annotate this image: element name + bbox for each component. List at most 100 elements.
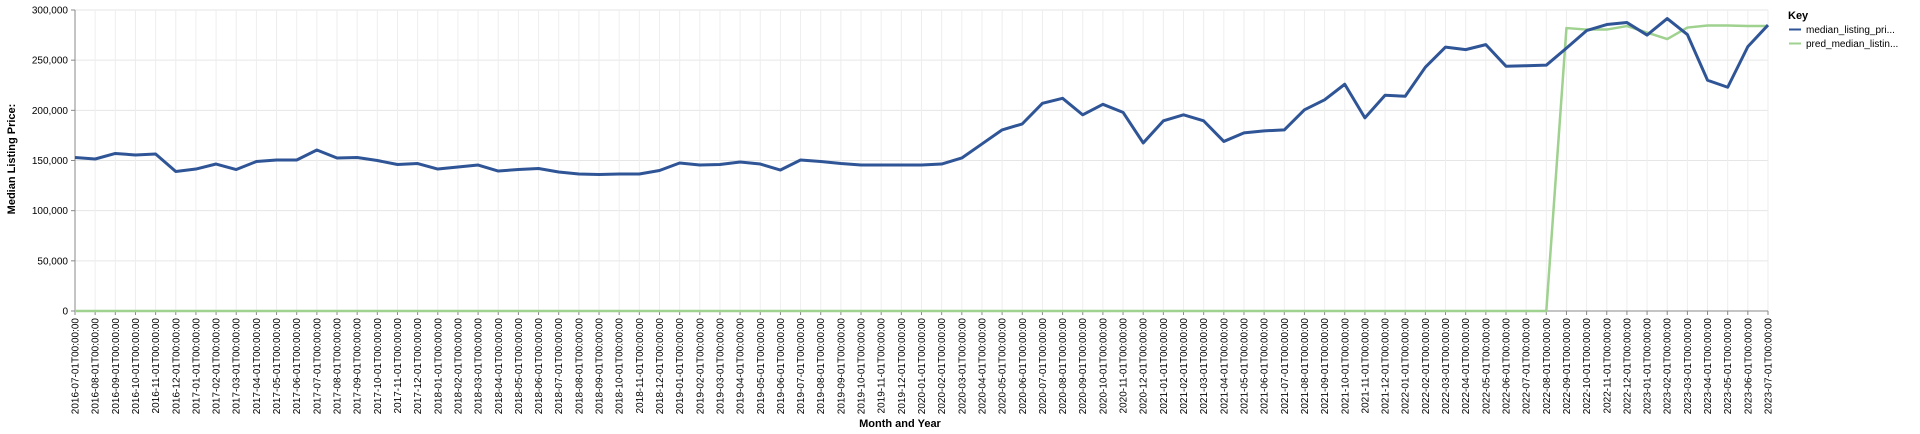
x-tick-label: 2019-01-01T00:00:00 bbox=[675, 318, 686, 415]
x-axis-title: Month and Year bbox=[859, 418, 941, 430]
x-tick-label: 2017-10-01T00:00:00 bbox=[373, 318, 384, 415]
x-tick-label: 2018-03-01T00:00:00 bbox=[474, 318, 485, 415]
x-tick-label: 2019-02-01T00:00:00 bbox=[695, 318, 706, 415]
y-tick-label: 200,000 bbox=[32, 106, 69, 117]
x-tick-label: 2020-12-01T00:00:00 bbox=[1139, 318, 1150, 415]
x-tick-label: 2018-11-01T00:00:00 bbox=[635, 318, 646, 414]
y-tick-label: 150,000 bbox=[32, 156, 69, 167]
x-tick-label: 2016-07-01T00:00:00 bbox=[71, 318, 82, 415]
x-tick-label: 2023-04-01T00:00:00 bbox=[1703, 318, 1714, 415]
grid-lines bbox=[74, 9, 1769, 312]
x-tick-label: 2021-01-01T00:00:00 bbox=[1159, 318, 1170, 415]
x-tick-label: 2022-11-01T00:00:00 bbox=[1602, 318, 1613, 414]
x-tick-label: 2019-11-01T00:00:00 bbox=[877, 318, 888, 414]
y-tick-label: 50,000 bbox=[37, 256, 68, 267]
x-tick-label: 2016-12-01T00:00:00 bbox=[171, 318, 182, 415]
x-tick-label: 2023-03-01T00:00:00 bbox=[1683, 318, 1694, 415]
x-tick-label: 2018-08-01T00:00:00 bbox=[574, 318, 585, 415]
x-tick-label: 2021-07-01T00:00:00 bbox=[1280, 318, 1291, 415]
x-tick-label: 2019-04-01T00:00:00 bbox=[736, 318, 747, 415]
x-tick-label: 2018-10-01T00:00:00 bbox=[615, 318, 626, 415]
x-tick-label: 2017-12-01T00:00:00 bbox=[413, 318, 424, 415]
x-tick-label: 2019-08-01T00:00:00 bbox=[816, 318, 827, 415]
x-tick-label: 2023-02-01T00:00:00 bbox=[1663, 318, 1674, 415]
x-tick-label: 2021-06-01T00:00:00 bbox=[1260, 318, 1271, 415]
x-tick-label: 2016-09-01T00:00:00 bbox=[111, 318, 122, 415]
x-tick-label: 2017-07-01T00:00:00 bbox=[312, 318, 323, 415]
x-tick-label: 2018-05-01T00:00:00 bbox=[514, 318, 525, 415]
x-tick-label: 2018-09-01T00:00:00 bbox=[595, 318, 606, 415]
x-tick-label: 2019-07-01T00:00:00 bbox=[796, 318, 807, 415]
x-tick-label: 2019-12-01T00:00:00 bbox=[897, 318, 908, 415]
x-tick-label: 2017-06-01T00:00:00 bbox=[292, 318, 303, 415]
x-tick-label: 2021-08-01T00:00:00 bbox=[1300, 318, 1311, 415]
x-tick-label: 2022-01-01T00:00:00 bbox=[1401, 318, 1412, 415]
x-tick-label: 2021-05-01T00:00:00 bbox=[1239, 318, 1250, 415]
x-tick-label: 2020-02-01T00:00:00 bbox=[937, 318, 948, 415]
x-tick-label: 2022-02-01T00:00:00 bbox=[1421, 318, 1432, 415]
x-tick-label: 2022-05-01T00:00:00 bbox=[1481, 318, 1492, 415]
x-tick-label: 2020-04-01T00:00:00 bbox=[977, 318, 988, 415]
x-tick-label: 2017-03-01T00:00:00 bbox=[232, 318, 243, 415]
y-tick-label: 250,000 bbox=[32, 56, 69, 67]
x-tick-label: 2022-09-01T00:00:00 bbox=[1562, 318, 1573, 415]
x-tick-label: 2022-08-01T00:00:00 bbox=[1542, 318, 1553, 415]
x-tick-label: 2018-02-01T00:00:00 bbox=[453, 318, 464, 415]
x-tick-label: 2020-06-01T00:00:00 bbox=[1018, 318, 1029, 415]
y-tick-label: 300,000 bbox=[32, 6, 69, 17]
x-tick-label: 2020-11-01T00:00:00 bbox=[1119, 318, 1130, 414]
x-tick-label: 2022-10-01T00:00:00 bbox=[1582, 318, 1593, 415]
x-tick-label: 2021-04-01T00:00:00 bbox=[1219, 318, 1230, 415]
x-tick-label: 2016-08-01T00:00:00 bbox=[91, 318, 102, 415]
x-axis: 2016-07-01T00:00:00 2016-08-01T00:00:00 20… bbox=[71, 310, 1775, 415]
x-tick-label: 2022-03-01T00:00:00 bbox=[1441, 318, 1452, 415]
x-tick-label: 2022-12-01T00:00:00 bbox=[1622, 318, 1633, 415]
x-tick-label: 2017-01-01T00:00:00 bbox=[191, 318, 202, 415]
x-tick-label: 2018-06-01T00:00:00 bbox=[534, 318, 545, 415]
legend: Key median_listing_pri... pred_median_lis… bbox=[1788, 10, 1898, 50]
x-tick-label: 2017-11-01T00:00:00 bbox=[393, 318, 404, 414]
x-tick-label: 2021-10-01T00:00:00 bbox=[1340, 318, 1351, 415]
x-tick-label: 2018-01-01T00:00:00 bbox=[433, 318, 444, 415]
legend-title: Key bbox=[1788, 10, 1809, 22]
x-tick-label: 2017-08-01T00:00:00 bbox=[333, 318, 344, 415]
x-tick-label: 2021-03-01T00:00:00 bbox=[1199, 318, 1210, 415]
x-tick-label: 2018-04-01T00:00:00 bbox=[494, 318, 505, 415]
series-line-pred-median-listing bbox=[75, 24, 1768, 313]
x-tick-label: 2020-03-01T00:00:00 bbox=[957, 318, 968, 415]
series-line-median-listing-price bbox=[74, 17, 1770, 177]
x-tick-label: 2021-12-01T00:00:00 bbox=[1381, 318, 1392, 415]
x-tick-label: 2018-12-01T00:00:00 bbox=[655, 318, 666, 415]
x-tick-label: 2019-06-01T00:00:00 bbox=[776, 318, 787, 415]
x-tick-label: 2016-10-01T00:00:00 bbox=[131, 318, 142, 415]
legend-label: pred_median_listin... bbox=[1806, 39, 1898, 50]
x-tick-label: 2021-11-01T00:00:00 bbox=[1360, 318, 1371, 414]
x-tick-label: 2020-05-01T00:00:00 bbox=[998, 318, 1009, 415]
x-tick-label: 2017-04-01T00:00:00 bbox=[252, 318, 263, 415]
x-tick-label: 2022-07-01T00:00:00 bbox=[1522, 318, 1533, 415]
x-tick-label: 2019-10-01T00:00:00 bbox=[857, 318, 868, 415]
x-tick-label: 2016-11-01T00:00:00 bbox=[151, 318, 162, 414]
x-tick-label: 2019-09-01T00:00:00 bbox=[836, 318, 847, 415]
y-tick-label: 100,000 bbox=[32, 206, 69, 217]
y-tick-label: 0 bbox=[62, 307, 68, 318]
x-tick-label: 2021-09-01T00:00:00 bbox=[1320, 318, 1331, 415]
y-axis-title: Median Listing Price: bbox=[6, 104, 18, 215]
x-tick-label: 2021-02-01T00:00:00 bbox=[1179, 318, 1190, 415]
x-tick-label: 2018-07-01T00:00:00 bbox=[554, 318, 565, 415]
x-tick-label: 2017-09-01T00:00:00 bbox=[353, 318, 364, 415]
x-tick-label: 2022-04-01T00:00:00 bbox=[1461, 318, 1472, 415]
x-tick-label: 2017-02-01T00:00:00 bbox=[212, 318, 223, 415]
x-tick-label: 2023-01-01T00:00:00 bbox=[1643, 318, 1654, 415]
legend-label: median_listing_pri... bbox=[1806, 25, 1895, 36]
x-tick-label: 2020-09-01T00:00:00 bbox=[1078, 318, 1089, 415]
x-tick-label: 2020-07-01T00:00:00 bbox=[1038, 318, 1049, 415]
x-tick-label: 2023-07-01T00:00:00 bbox=[1764, 318, 1775, 415]
x-tick-label: 2019-05-01T00:00:00 bbox=[756, 318, 767, 415]
x-tick-label: 2022-06-01T00:00:00 bbox=[1501, 318, 1512, 415]
x-tick-label: 2023-06-01T00:00:00 bbox=[1743, 318, 1754, 415]
x-tick-label: 2020-01-01T00:00:00 bbox=[917, 318, 928, 415]
x-tick-label: 2023-05-01T00:00:00 bbox=[1723, 318, 1734, 415]
y-axis: 0 50,000 100,000 150,000 200,000 250,000 300,0… bbox=[32, 6, 76, 318]
